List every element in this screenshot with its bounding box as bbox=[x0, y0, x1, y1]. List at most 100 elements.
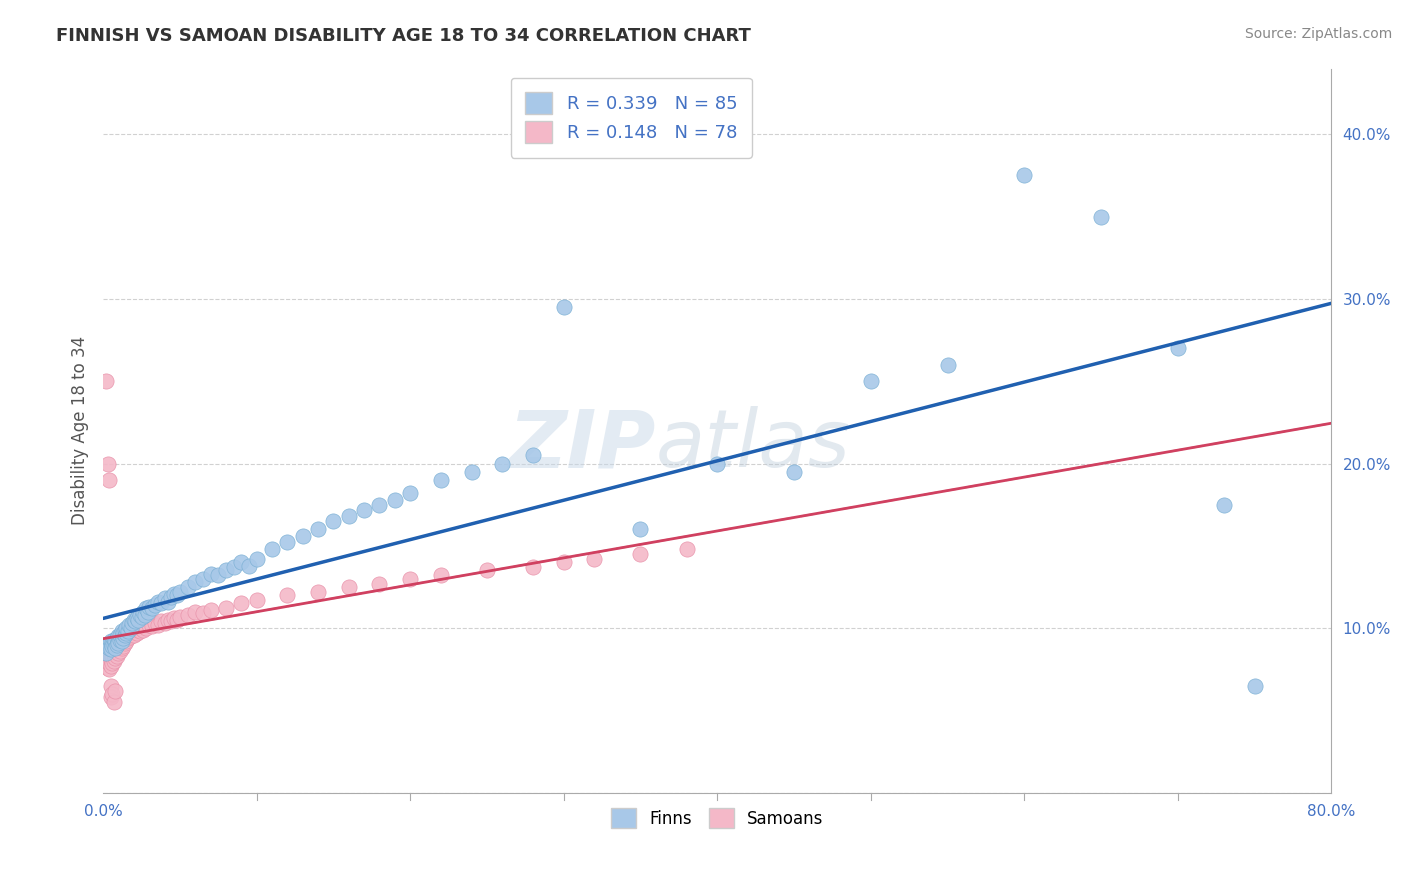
Point bbox=[110, 634, 132, 648]
Point bbox=[141, 619, 163, 633]
Point bbox=[124, 615, 146, 629]
Point bbox=[163, 611, 186, 625]
Point bbox=[553, 300, 575, 314]
Text: atlas: atlas bbox=[655, 406, 851, 484]
Point bbox=[108, 628, 131, 642]
Point bbox=[238, 558, 260, 573]
Point bbox=[96, 657, 118, 672]
Point bbox=[101, 648, 124, 663]
Point bbox=[110, 624, 132, 639]
Point bbox=[122, 628, 145, 642]
Point bbox=[200, 603, 222, 617]
Text: FINNISH VS SAMOAN DISABILITY AGE 18 TO 34 CORRELATION CHART: FINNISH VS SAMOAN DISABILITY AGE 18 TO 3… bbox=[56, 27, 751, 45]
Point bbox=[100, 634, 122, 648]
Point bbox=[135, 621, 157, 635]
Point bbox=[246, 593, 269, 607]
Point bbox=[153, 616, 176, 631]
Point bbox=[143, 598, 166, 612]
Point bbox=[169, 609, 191, 624]
Text: Source: ZipAtlas.com: Source: ZipAtlas.com bbox=[1244, 27, 1392, 41]
Point bbox=[97, 660, 120, 674]
Point bbox=[222, 560, 245, 574]
Point bbox=[291, 529, 314, 543]
Point bbox=[163, 586, 186, 600]
Point bbox=[191, 607, 214, 621]
Point bbox=[107, 629, 129, 643]
Point bbox=[100, 652, 122, 666]
Point bbox=[138, 617, 160, 632]
Point bbox=[148, 617, 170, 632]
Point bbox=[114, 628, 136, 642]
Point bbox=[184, 574, 207, 589]
Point bbox=[129, 624, 152, 639]
Point bbox=[121, 626, 143, 640]
Legend: Finns, Samoans: Finns, Samoans bbox=[605, 801, 830, 835]
Point bbox=[491, 457, 513, 471]
Point bbox=[105, 648, 128, 663]
Text: ZIP: ZIP bbox=[509, 406, 655, 484]
Point bbox=[101, 656, 124, 670]
Point bbox=[215, 564, 238, 578]
Point bbox=[129, 607, 152, 622]
Point bbox=[101, 636, 124, 650]
Point bbox=[399, 486, 422, 500]
Point bbox=[112, 631, 135, 645]
Point bbox=[103, 648, 125, 662]
Point bbox=[276, 588, 298, 602]
Point bbox=[368, 576, 391, 591]
Point bbox=[118, 628, 141, 642]
Point bbox=[307, 585, 329, 599]
Point bbox=[156, 595, 179, 609]
Point bbox=[430, 473, 453, 487]
Point bbox=[134, 607, 156, 622]
Point bbox=[104, 640, 127, 655]
Point bbox=[337, 509, 360, 524]
Point bbox=[159, 590, 181, 604]
Point bbox=[141, 601, 163, 615]
Point bbox=[112, 639, 135, 653]
Point bbox=[114, 629, 136, 643]
Point bbox=[114, 623, 136, 637]
Point bbox=[153, 591, 176, 606]
Point bbox=[115, 634, 138, 648]
Point bbox=[337, 580, 360, 594]
Point bbox=[103, 654, 125, 668]
Point bbox=[100, 690, 122, 705]
Point bbox=[110, 634, 132, 648]
Point bbox=[138, 599, 160, 614]
Point bbox=[150, 596, 173, 610]
Point bbox=[98, 473, 121, 487]
Point bbox=[215, 601, 238, 615]
Point bbox=[1090, 210, 1112, 224]
Point bbox=[231, 596, 253, 610]
Point bbox=[127, 623, 149, 637]
Point bbox=[103, 695, 125, 709]
Point bbox=[105, 638, 128, 652]
Point bbox=[156, 613, 179, 627]
Point bbox=[121, 616, 143, 631]
Point bbox=[430, 568, 453, 582]
Point bbox=[112, 626, 135, 640]
Point bbox=[191, 572, 214, 586]
Point bbox=[859, 374, 882, 388]
Y-axis label: Disability Age 18 to 34: Disability Age 18 to 34 bbox=[72, 336, 89, 525]
Point bbox=[522, 448, 544, 462]
Point bbox=[1243, 679, 1265, 693]
Point bbox=[936, 358, 959, 372]
Point bbox=[110, 640, 132, 655]
Point bbox=[553, 555, 575, 569]
Point bbox=[143, 616, 166, 631]
Point bbox=[108, 632, 131, 647]
Point bbox=[384, 492, 406, 507]
Point bbox=[134, 619, 156, 633]
Point bbox=[166, 588, 188, 602]
Point bbox=[207, 568, 229, 582]
Point bbox=[101, 687, 124, 701]
Point bbox=[706, 457, 728, 471]
Point bbox=[107, 646, 129, 660]
Point bbox=[166, 613, 188, 627]
Point bbox=[368, 498, 391, 512]
Point bbox=[118, 617, 141, 632]
Point bbox=[104, 634, 127, 648]
Point bbox=[1212, 498, 1234, 512]
